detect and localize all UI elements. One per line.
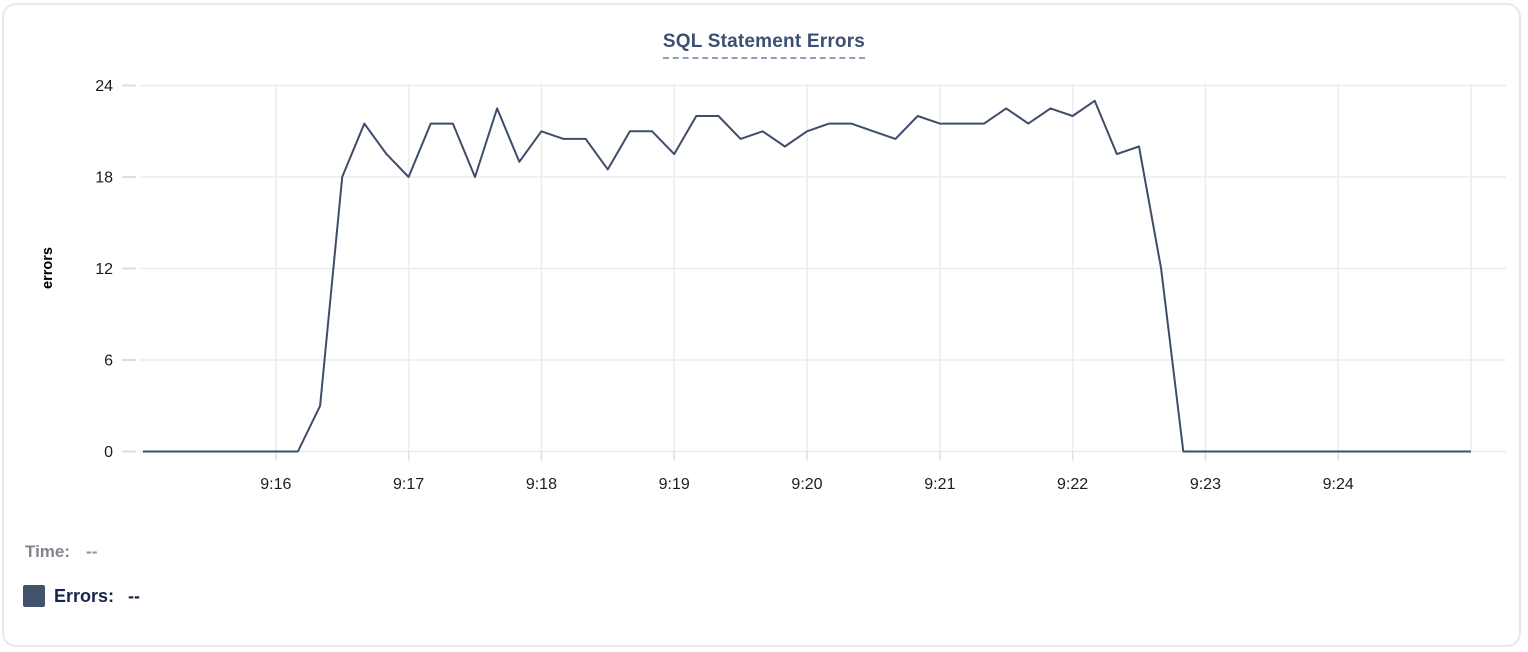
grid-layer [122,84,1506,461]
series-layer [143,99,1471,453]
x-tick-label: 9:17 [393,476,424,493]
errors-value: -- [128,585,141,606]
y-tick-label: 6 [104,353,113,370]
chart-title[interactable]: SQL Statement Errors [662,31,866,59]
x-tick-label: 9:19 [659,476,690,493]
y-tick-label: 24 [95,78,113,95]
x-tick-label: 9:21 [924,476,955,493]
x-tick-label: 9:22 [1057,476,1088,493]
x-tick-label: 9:20 [791,476,822,493]
readout-errors-row: Errors: -- [23,585,140,607]
y-tick-label: 12 [95,261,113,278]
y-tick-label: 18 [95,170,113,187]
sql-errors-chart[interactable]: 0 6 12 18 24 9:16 9:17 9:18 9:19 9:20 9:21 9:22 9:23… [0,0,1528,512]
x-tick-label: 9:16 [260,476,291,493]
chart-card [2,3,1521,647]
errors-series-swatch [23,585,45,607]
time-label: Time: [25,542,71,561]
x-tick-label: 9:18 [526,476,557,493]
x-tick-label: 9:23 [1190,476,1221,493]
time-value: -- [86,542,98,561]
chart-header: SQL Statement Errors [0,31,1528,59]
y-axis-label: errors [40,247,56,289]
errors-label: Errors: [54,585,115,606]
errors-series-line[interactable] [143,99,1471,453]
y-tick-label: 0 [104,444,113,461]
axis-labels: 0 6 12 18 24 9:16 9:17 9:18 9:19 9:20 9:21 9:22 9:23… [95,78,1354,493]
x-tick-label: 9:24 [1323,476,1354,493]
readout-time-row: Time: -- [25,542,97,562]
